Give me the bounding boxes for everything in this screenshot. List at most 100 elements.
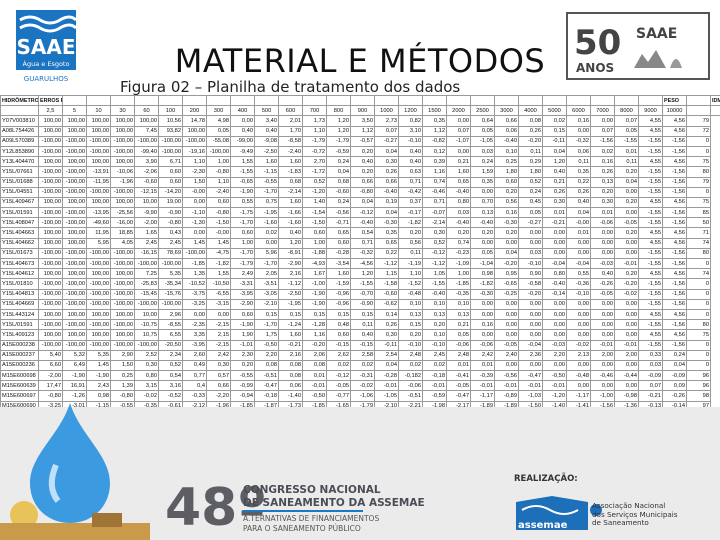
value-cell: -0,60 (326, 186, 351, 198)
value-cell: -0,40 (422, 288, 447, 300)
value-cell: 74 (686, 237, 711, 249)
value-cell: -0,03 (542, 339, 567, 351)
value-cell: -2,20 (206, 390, 231, 402)
value-cell: 0,00 (542, 308, 567, 321)
value-cell: -2,10 (254, 298, 279, 310)
value-cell: 0,15 (326, 308, 351, 321)
value-cell: 0,00 (494, 359, 519, 372)
value-cell: -1,90 (302, 288, 327, 300)
value-cell: 100,00 (110, 156, 135, 168)
value-cell: 0,26 (590, 166, 615, 178)
value-cell: -2,40 (278, 145, 303, 158)
flow-rate-cell: 3000 (494, 105, 519, 117)
value-cell: -13,95 (86, 207, 111, 219)
value-cell: 0,05 (470, 247, 495, 260)
value-cell: 0,02 (254, 227, 279, 239)
value-cell: -8,55 (158, 319, 183, 331)
value-cell: -1,56 (662, 298, 687, 310)
water-drop-illustration (0, 403, 150, 540)
value-cell: 2,52 (134, 349, 159, 361)
meter-id-cell: M15E600698 (0, 370, 39, 382)
value-cell: -3,15 (206, 298, 231, 310)
value-cell: -100,00 (158, 298, 183, 310)
value-cell: -0,80 (350, 186, 375, 198)
value-cell: -1,19 (398, 257, 423, 270)
value-cell: -100,00 (62, 145, 87, 158)
value-cell: 4,56 (662, 156, 687, 168)
value-cell: 3,10 (398, 125, 423, 137)
value-cell: -1,56 (590, 135, 615, 147)
meter-id-cell: Y15L404662 (0, 237, 39, 249)
value-cell: 2,58 (350, 349, 375, 361)
value-cell: -0,12 (422, 247, 447, 260)
flow-rate-cell (0, 105, 39, 117)
value-cell: -100,00 (110, 298, 135, 310)
value-cell: 0,35 (470, 176, 495, 188)
value-cell: -3,75 (182, 288, 207, 300)
value-cell: 0,30 (206, 359, 231, 372)
value-cell: 2,16 (278, 349, 303, 361)
value-cell: -0,35 (446, 288, 471, 300)
value-cell: 4,55 (638, 329, 663, 341)
value-cell: 2,54 (374, 349, 399, 361)
value-cell: 1,60 (278, 329, 303, 341)
value-cell: -1,56 (662, 207, 687, 219)
value-cell: -0,50 (254, 339, 279, 351)
value-cell: 100,00 (110, 115, 135, 127)
value-cell: 0,95 (494, 268, 519, 280)
value-cell: 79 (686, 176, 711, 188)
value-cell: 0,24 (518, 186, 543, 198)
saae-logo: SAAE Água e Esgoto GUARULHOS (16, 10, 78, 83)
value-cell: -100,00 (38, 166, 63, 178)
value-cell: -1,56 (662, 217, 687, 229)
value-cell: 0,10 (494, 145, 519, 158)
value-cell: -100,00 (86, 135, 111, 147)
value-cell: 2,00 (614, 349, 639, 361)
value-cell: 0,40 (254, 125, 279, 137)
value-cell: 4,55 (638, 227, 663, 239)
value-cell: -0,182 (398, 370, 423, 382)
value-cell: -0,96 (326, 288, 351, 300)
value-cell: 1,20 (542, 156, 567, 168)
value-cell: 74 (686, 268, 711, 280)
value-cell: -15,45 (134, 288, 159, 300)
column-header (86, 95, 111, 107)
value-cell: -0,98 (614, 390, 639, 402)
value-cell: -2,30 (182, 166, 207, 178)
value-cell: 0,00 (614, 359, 639, 372)
value-cell: -2,90 (278, 257, 303, 270)
value-cell: -1,55 (638, 319, 663, 331)
value-cell: 0,80 (542, 268, 567, 280)
table-row: Y13L404470 100,00 100,00 100,00 100,00 3,90 6,… (0, 156, 720, 168)
value-cell: 0,03 (518, 247, 543, 260)
value-cell: 0,60 (206, 196, 231, 209)
value-cell: -1,83 (278, 166, 303, 178)
value-cell: 1,16 (302, 329, 327, 341)
value-cell: 100,00 (62, 125, 87, 137)
value-cell: 2,45 (134, 237, 159, 249)
value-cell: -0,48 (398, 288, 423, 300)
value-cell: -1,79 (230, 257, 255, 270)
value-cell: 6,71 (158, 156, 183, 168)
value-cell: 1,60 (278, 196, 303, 209)
value-cell: -0,30 (470, 288, 495, 300)
value-cell: -1,95 (278, 298, 303, 310)
value-cell: 0,11 (566, 156, 591, 168)
value-cell: 0,52 (302, 176, 327, 188)
value-cell: -1,88 (302, 247, 327, 260)
value-cell: 16,91 (62, 380, 87, 392)
value-cell: 0,08 (302, 359, 327, 372)
table-row: Y15L404673 -100,00 -100,00 -100,00 -100,00 -1… (0, 257, 720, 270)
value-cell: -2,40 (206, 186, 231, 198)
page-title: MATERIAL E MÉTODOS (174, 42, 546, 80)
value-cell: 0,29 (518, 156, 543, 168)
skyline-icon (634, 50, 666, 68)
value-cell: -1,05 (374, 390, 399, 402)
value-cell: 3,15 (134, 380, 159, 392)
value-cell: 0,00 (566, 380, 591, 392)
table-row: Y12L853890 -100,00 -100,00 -100,00 -100,00 -9… (0, 145, 720, 158)
value-cell: 0,00 (494, 308, 519, 321)
value-cell: 0,40 (350, 329, 375, 341)
value-cell: 2,13 (566, 349, 591, 361)
value-cell: 1,40 (302, 196, 327, 209)
